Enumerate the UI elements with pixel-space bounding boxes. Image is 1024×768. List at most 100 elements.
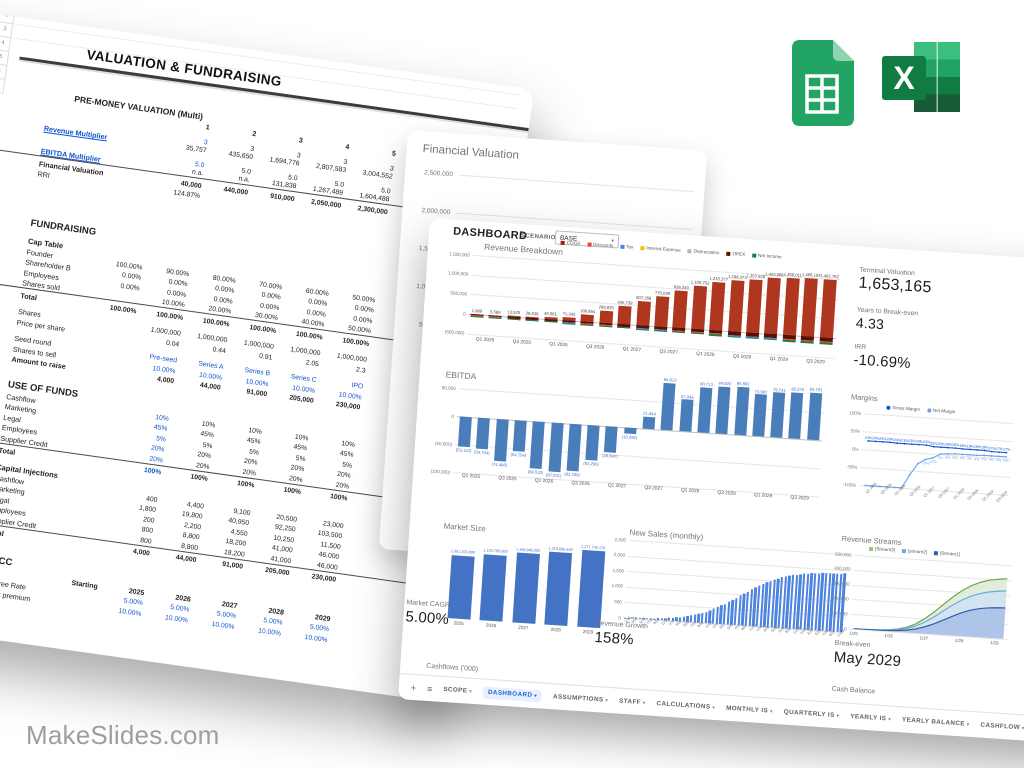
svg-text:4%: 4% xyxy=(974,457,980,461)
revenue-breakdown-legend: COGS Discounts Tax Interest Expense Deprecia… xyxy=(560,240,782,260)
sheet-tab-cashflow[interactable]: CASHFLOW ▾ xyxy=(980,721,1024,732)
bar-segment xyxy=(690,332,704,335)
bar xyxy=(512,420,527,452)
axis-tick: 0% xyxy=(851,445,859,452)
axis-tick: 0 xyxy=(451,413,455,419)
legend-item: [stream2] xyxy=(901,548,927,555)
bar-label: (63,296) xyxy=(583,461,600,468)
legend-label: Tax xyxy=(626,244,634,250)
bar-label: (45,647) xyxy=(602,452,618,459)
axis-label: 2025 xyxy=(453,620,464,627)
bar-segment xyxy=(599,310,613,324)
cell xyxy=(80,373,127,380)
kpi-irr-value: -10.69% xyxy=(852,351,912,373)
cell xyxy=(56,545,103,552)
dashboard-sheet-card: DASHBOARD SCENARIO BASE ▾ Revenue Breakd… xyxy=(398,218,1024,747)
axis-label: Q3 2027 xyxy=(644,485,663,493)
svg-text:5%: 5% xyxy=(989,458,995,462)
row-number: 3 xyxy=(0,22,14,39)
bar-segment xyxy=(598,325,613,328)
ebitda-title: EBITDA xyxy=(445,369,477,382)
axis-tick: 2,500,000 xyxy=(423,169,454,179)
cell: 44,000 xyxy=(175,554,197,565)
bar-segment xyxy=(654,295,670,327)
bar-segment xyxy=(782,277,800,336)
add-sheet-button[interactable]: + xyxy=(410,682,417,693)
chevron-down-icon: ▾ xyxy=(712,704,716,710)
svg-text:3%: 3% xyxy=(945,456,951,460)
svg-text:4%: 4% xyxy=(967,457,973,461)
bar-segment xyxy=(525,319,539,322)
market-cagr-label: Market CAGR xyxy=(406,599,451,610)
svg-text:23%: 23% xyxy=(908,439,916,444)
svg-text:20%: 20% xyxy=(930,441,938,446)
sheet-tab-yearly-balance[interactable]: YEARLY BALANCE ▾ xyxy=(901,716,970,728)
legend-swatch xyxy=(926,407,932,413)
sheet-tab-monthly-is[interactable]: MONTHLY IS ▾ xyxy=(725,704,773,715)
bar-label: 21,844 xyxy=(642,410,657,417)
bar-segment xyxy=(782,339,796,343)
bar-segment xyxy=(672,290,689,329)
bar-segment xyxy=(654,329,668,332)
legend-swatch xyxy=(933,550,939,555)
bar-segment xyxy=(635,328,649,331)
svg-text:24%: 24% xyxy=(872,436,880,441)
axis-label: Q3 2029 xyxy=(806,359,825,366)
svg-text:17%: 17% xyxy=(1003,447,1011,452)
legend-label: COGS xyxy=(566,240,581,247)
cell xyxy=(67,464,114,471)
legend-label: Net Income xyxy=(757,252,782,260)
excel-icon: X xyxy=(880,40,964,123)
axis-tick: 500,000 xyxy=(834,551,852,558)
axis-tick: (100,000) xyxy=(430,468,451,475)
chevron-down-icon: ▾ xyxy=(769,708,773,714)
axis-label: Q1 2028 xyxy=(680,488,700,495)
bar-label: 775,029 xyxy=(654,289,671,296)
cell: 205,000 xyxy=(264,566,290,578)
bar-segment xyxy=(617,326,631,329)
bar-segment xyxy=(746,278,763,334)
google-sheets-icon xyxy=(790,40,854,131)
axis-label: Q3 2026 xyxy=(585,344,605,351)
axis-label: 1/29 xyxy=(989,640,999,646)
legend-item: Gross Margin xyxy=(886,405,920,412)
bar-segment xyxy=(691,285,707,330)
svg-text:19%: 19% xyxy=(974,445,982,450)
revenue-streams-plot: 500,000 400,000 300,000 200,000 100,000 0 1/25… xyxy=(831,551,1013,646)
sheet-tab-calculations[interactable]: CALCULATIONS ▾ xyxy=(656,700,716,711)
gridline xyxy=(467,333,835,359)
legend-swatch xyxy=(640,245,645,250)
sheet-tab-scope[interactable]: SCOPE ▾ xyxy=(443,685,473,695)
sheet-tab-dashboard[interactable]: DASHBOARD ▾ xyxy=(482,686,543,702)
cell: 91,000 xyxy=(221,560,244,571)
axis-tick: 1,500,000 xyxy=(449,250,470,258)
bar xyxy=(733,386,749,436)
bar-segment xyxy=(470,315,484,317)
bar-segment xyxy=(672,331,686,334)
sheet-tab-yearly-is[interactable]: YEARLY IS ▾ xyxy=(850,712,892,723)
axis-tick: -100% xyxy=(842,481,857,488)
axis-tick: 400,000 xyxy=(833,565,851,572)
revenue-breakdown-title: Revenue Breakdown xyxy=(483,241,564,257)
row-number: 4 xyxy=(0,36,12,53)
svg-text:19%: 19% xyxy=(981,445,989,450)
bar-segment xyxy=(745,336,759,340)
axis-tick: (500,000) xyxy=(444,329,465,336)
cell: 100% xyxy=(283,486,302,496)
bar xyxy=(715,386,731,435)
axis-tick: 100% xyxy=(849,409,862,416)
revenue-streams-legend: [Stream3] [stream2] [Stream1] xyxy=(868,546,960,557)
bar xyxy=(447,555,475,620)
axis-label: Q1 2027 xyxy=(607,483,627,490)
sheet-tab-assumptions[interactable]: ASSUMPTIONS ▾ xyxy=(552,693,609,704)
axis-label: 1/25 xyxy=(848,630,858,637)
axis-label: 1/26 xyxy=(884,633,894,639)
axis-tick: 2,500 xyxy=(614,536,627,543)
axis-tick: 2,000,000 xyxy=(421,207,451,217)
sheet-tab-quarterly-is[interactable]: QUARTERLY IS ▾ xyxy=(783,708,840,719)
bar xyxy=(529,421,545,470)
legend-item: COGS xyxy=(560,240,581,247)
sheet-tab-staff[interactable]: STAFF ▾ xyxy=(618,697,646,707)
sheet-tabbar: + ≡ SCOPE ▾ DASHBOARD ▾ ASSUMPTIONS ▾ STAFF ▾ CALC… xyxy=(398,672,1024,747)
sheet-menu-button[interactable]: ≡ xyxy=(426,683,433,694)
